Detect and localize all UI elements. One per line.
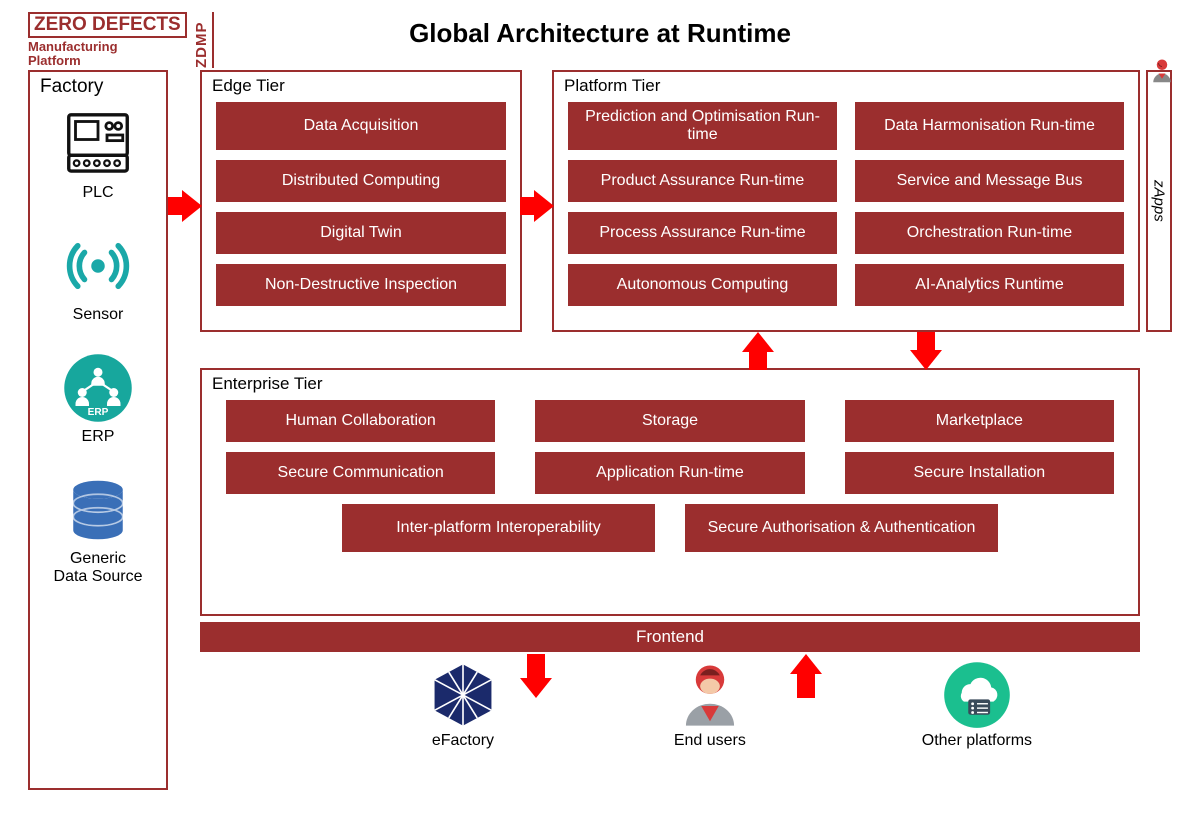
component-box: Application Run-time [535,452,804,494]
bottom-label: End users [674,732,746,750]
component-box: Autonomous Computing [568,264,837,306]
component-box: Prediction and Optimisation Run-time [568,102,837,150]
component-box: Data Harmonisation Run-time [855,102,1124,150]
arrow-factory-edge [168,190,202,222]
bottom-label: Other platforms [922,732,1032,750]
arrow-platform-enterprise-down [910,332,942,370]
component-box: Secure Authorisation & Authentication [685,504,998,552]
factory-item-sensor: Sensor [62,230,134,324]
component-box: Digital Twin [216,212,506,254]
component-box: Inter-platform Interoperability [342,504,655,552]
bottom-other: Other platforms [922,660,1032,750]
component-box: Secure Installation [845,452,1114,494]
component-box: Distributed Computing [216,160,506,202]
factory-label: Sensor [73,306,124,324]
enterprise-panel: Enterprise Tier Human Collaboration Stor… [200,368,1140,616]
component-box: Non-Destructive Inspection [216,264,506,306]
enterprise-title: Enterprise Tier [212,374,323,394]
factory-label: ERP [82,428,115,446]
component-box: Service and Message Bus [855,160,1124,202]
component-box: AI-Analytics Runtime [855,264,1124,306]
zapps-user-icon [1148,56,1176,84]
bottom-endusers: End users [674,660,746,750]
factory-label: Generic Data Source [54,550,143,586]
component-box: Storage [535,400,804,442]
factory-title: Factory [40,76,103,98]
component-box: Process Assurance Run-time [568,212,837,254]
edge-title: Edge Tier [212,76,285,96]
arrow-endusers-up [790,654,822,698]
factory-item-erp: ERP ERP [62,352,134,446]
component-box: Data Acquisition [216,102,506,150]
arrow-edge-platform [520,190,554,222]
bottom-row: eFactory End users Other [340,660,1120,800]
component-box: Secure Communication [226,452,495,494]
factory-panel: Factory PLC [28,70,168,790]
bottom-label: eFactory [432,732,494,750]
database-icon [62,474,134,546]
sensor-icon [62,230,134,302]
factory-label: PLC [82,184,113,202]
page-title: Global Architecture at Runtime [28,18,1172,49]
logo-line3: Platform [28,54,187,68]
erp-icon: ERP [62,352,134,424]
platform-title: Platform Tier [564,76,660,96]
cloud-server-icon [942,660,1012,730]
arrow-enterprise-platform-up [742,332,774,370]
user-icon [675,660,745,730]
efactory-icon [428,660,498,730]
factory-item-plc: PLC [62,108,134,202]
component-box: Product Assurance Run-time [568,160,837,202]
bottom-efactory: eFactory [428,660,498,750]
header: ZERO DEFECTS Manufacturing Platform ZDMP… [28,12,1172,64]
arrow-frontend-down [520,654,552,698]
frontend-bar: Frontend [200,622,1140,652]
plc-icon [62,108,134,180]
component-box: Human Collaboration [226,400,495,442]
factory-item-gds: Generic Data Source [54,474,143,586]
component-box: Marketplace [845,400,1114,442]
edge-panel: Edge Tier Data Acquisition Distributed C… [200,70,522,332]
component-box: Orchestration Run-time [855,212,1124,254]
svg-text:ERP: ERP [88,407,109,418]
platform-panel: Platform Tier Prediction and Optimisatio… [552,70,1140,332]
zapps-label: zApps [1151,180,1168,222]
zapps-tab: zApps [1146,70,1172,332]
